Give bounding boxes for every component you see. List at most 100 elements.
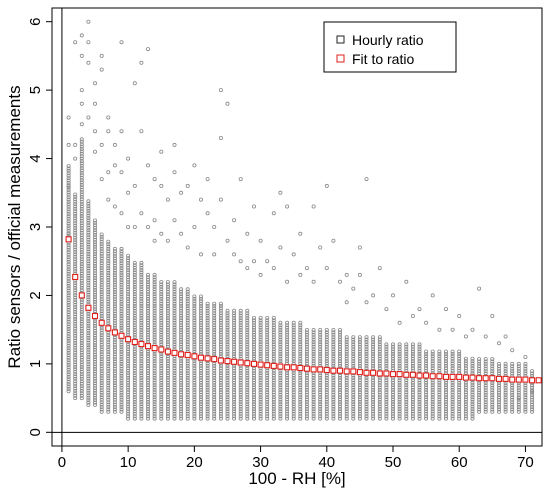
hourly-ratio-point: [238, 349, 243, 354]
hourly-ratio-point: [450, 402, 455, 407]
hourly-ratio-point: [79, 312, 84, 317]
hourly-ratio-point: [384, 387, 389, 392]
hourly-ratio-point: [79, 237, 84, 242]
hourly-ratio-point: [159, 318, 164, 323]
hourly-ratio-point: [66, 211, 71, 216]
hourly-ratio-point: [298, 399, 303, 404]
hourly-ratio-point: [66, 302, 71, 307]
hourly-ratio-point: [258, 272, 263, 277]
hourly-ratio-point: [99, 357, 104, 362]
hourly-ratio-point: [79, 245, 84, 250]
hourly-ratio-point: [106, 289, 111, 294]
hourly-ratio-point: [443, 399, 448, 404]
hourly-ratio-point: [324, 359, 329, 364]
hourly-ratio-point: [390, 409, 395, 414]
hourly-ratio-point: [424, 399, 429, 404]
hourly-ratio-point: [66, 283, 71, 288]
hourly-ratio-point: [225, 344, 230, 349]
fit-ratio-point: [376, 370, 383, 377]
hourly-ratio-point: [437, 363, 442, 368]
hourly-ratio-point: [225, 325, 230, 330]
hourly-ratio-point: [470, 366, 475, 371]
hourly-ratio-point: [106, 170, 111, 175]
hourly-ratio-point: [278, 416, 283, 421]
hourly-ratio-point: [132, 318, 137, 323]
hourly-ratio-point: [516, 385, 521, 390]
hourly-ratio-point: [126, 275, 131, 280]
hourly-ratio-point: [119, 352, 124, 357]
hourly-ratio-point: [357, 361, 362, 366]
hourly-ratio-point: [318, 347, 323, 352]
hourly-ratio-point: [430, 406, 435, 411]
hourly-ratio-point: [119, 378, 124, 383]
hourly-ratio-point: [238, 339, 243, 344]
hourly-ratio-point: [165, 404, 170, 409]
hourly-ratio-point: [192, 380, 197, 385]
hourly-ratio-point: [145, 330, 150, 335]
hourly-ratio-point: [73, 338, 78, 343]
hourly-ratio-point: [205, 318, 210, 323]
hourly-ratio-point: [364, 378, 369, 383]
hourly-ratio-point: [357, 356, 362, 361]
hourly-ratio-point: [404, 385, 409, 390]
hourly-ratio-point: [139, 404, 144, 409]
hourly-ratio-point: [357, 337, 362, 342]
hourly-ratio-point: [132, 320, 137, 325]
hourly-ratio-point: [218, 371, 223, 376]
hourly-ratio-point: [483, 407, 488, 412]
hourly-ratio-point: [79, 247, 84, 252]
hourly-ratio-point: [212, 366, 217, 371]
hourly-ratio-point: [337, 404, 342, 409]
hourly-ratio-point: [291, 252, 296, 257]
hourly-ratio-point: [198, 378, 203, 383]
hourly-ratio-point: [79, 197, 84, 202]
hourly-ratio-point: [232, 218, 237, 223]
fit-ratio-point: [297, 364, 304, 372]
hourly-ratio-point: [172, 315, 177, 320]
fit-ratio-point: [389, 371, 397, 378]
hourly-ratio-point: [265, 392, 270, 397]
hourly-ratio-point: [251, 342, 256, 347]
hourly-ratio-point: [271, 211, 276, 216]
hourly-ratio-point: [457, 416, 462, 421]
hourly-ratio-point: [291, 385, 296, 390]
hourly-ratio-point: [106, 342, 111, 347]
hourly-ratio-point: [93, 364, 98, 369]
hourly-ratio-point: [304, 399, 309, 404]
hourly-ratio-point: [132, 303, 137, 308]
hourly-ratio-point: [66, 231, 71, 236]
hourly-ratio-point: [145, 363, 150, 368]
hourly-ratio-point: [179, 308, 184, 313]
hourly-ratio-point: [496, 397, 501, 402]
hourly-ratio-point: [212, 344, 217, 349]
hourly-ratio-point: [371, 335, 376, 340]
hourly-ratio-point: [225, 392, 230, 397]
hourly-ratio-point: [337, 395, 342, 400]
hourly-ratio-point: [86, 232, 91, 237]
hourly-ratio-point: [298, 375, 303, 380]
hourly-ratio-point: [251, 390, 256, 395]
hourly-ratio-point: [337, 387, 342, 392]
hourly-ratio-point: [377, 387, 382, 392]
hourly-ratio-point: [523, 366, 528, 371]
hourly-ratio-point: [225, 318, 230, 323]
hourly-ratio-point: [66, 290, 71, 295]
hourly-ratio-point: [238, 378, 243, 383]
hourly-ratio-point: [145, 409, 150, 414]
legend: Hourly ratio Fit to ratio: [323, 21, 457, 73]
hourly-ratio-point: [311, 380, 316, 385]
hourly-ratio-point: [198, 371, 203, 376]
hourly-ratio-point: [318, 387, 323, 392]
hourly-ratio-point: [285, 409, 290, 414]
hourly-ratio-point: [106, 373, 111, 378]
hourly-ratio-point: [258, 371, 263, 376]
hourly-ratio-point: [198, 313, 203, 318]
hourly-ratio-point: [86, 314, 91, 319]
hourly-ratio-point: [192, 359, 197, 364]
hourly-ratio-point: [258, 315, 263, 320]
hourly-ratio-point: [132, 183, 137, 188]
hourly-ratio-point: [351, 354, 356, 359]
hourly-ratio-point: [357, 380, 362, 385]
fit-ratio-point: [456, 373, 463, 380]
hourly-ratio-point: [265, 351, 270, 356]
